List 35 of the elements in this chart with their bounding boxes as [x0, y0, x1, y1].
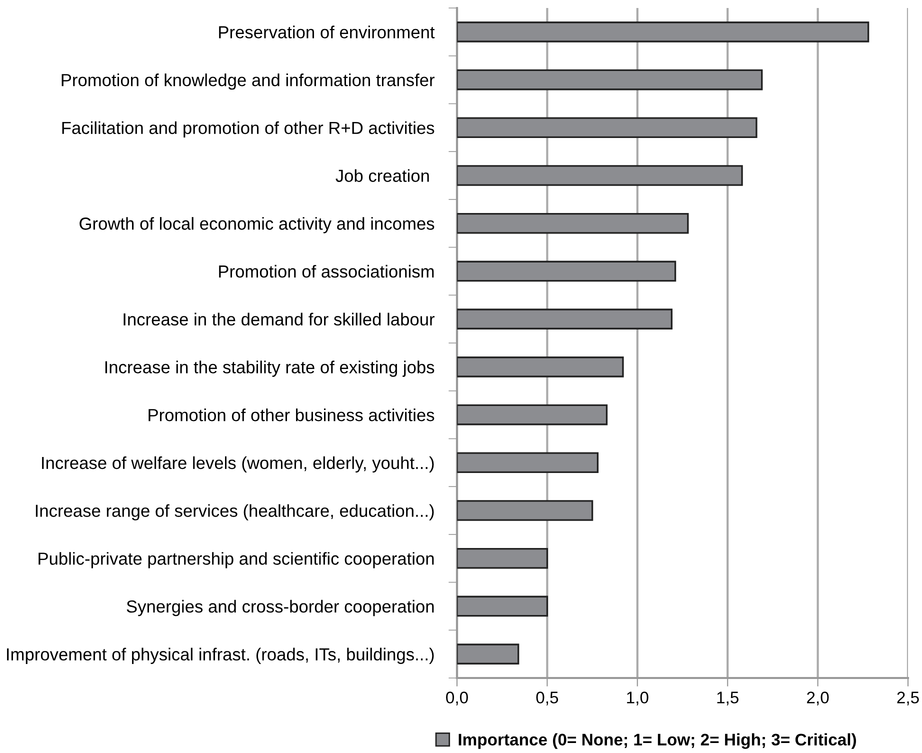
y-tick-label: Public-private partnership and scientific cooperation: [38, 552, 434, 568]
bar: [457, 69, 763, 90]
bar: [457, 212, 689, 234]
y-tick-label: Synergies and cross-border cooperation: [126, 600, 434, 616]
y-tick-label: Increase of welfare levels (women, elderly, youht...): [42, 456, 434, 473]
bar: [457, 165, 743, 186]
bar: [457, 404, 608, 426]
y-tick-label: Promotion of knowledge and information transfer: [62, 73, 435, 90]
x-tick-label: 1,5: [717, 692, 738, 706]
y-tick-label: Job creation: [336, 169, 429, 182]
y-tick-label: Promotion of associationism: [219, 264, 434, 278]
bar: [457, 596, 548, 617]
bar: [457, 356, 624, 378]
y-tick-label: Increase in the demand for skilled labour: [124, 312, 435, 326]
bar: [457, 260, 676, 282]
legend-label: Importance (0= None; 1= Low; 2= High; 3= Critical): [458, 733, 856, 749]
bar: [457, 117, 758, 138]
bar: [457, 452, 599, 474]
y-tick-label: Preservation of environment: [219, 26, 435, 38]
x-tick-label: 1,0: [627, 692, 648, 706]
bar: [457, 548, 548, 569]
bar: [457, 500, 594, 521]
y-tick-label: Increase in the stability rate of existing jobs: [105, 360, 434, 377]
bar: [457, 308, 673, 330]
y-tick-label: Facilitation and promotion of other R+D activities: [62, 121, 434, 138]
y-tick-label: Increase range of services (healthcare, education...): [36, 504, 434, 520]
y-tick-label: Improvement of physical infrast. (roads, ITs, buildings...): [7, 648, 434, 664]
x-tick-label: 0,5: [536, 692, 558, 706]
x-tick-label: 0,0: [446, 692, 468, 706]
x-tick-label: 2,0: [807, 692, 829, 706]
x-tick-label: 2,5: [897, 692, 919, 706]
y-tick-label: Promotion of other business activities: [148, 408, 434, 422]
bar: [457, 22, 870, 42]
bar: [457, 644, 520, 664]
y-tick-label: Growth of local economic activity and incomes: [80, 217, 434, 234]
